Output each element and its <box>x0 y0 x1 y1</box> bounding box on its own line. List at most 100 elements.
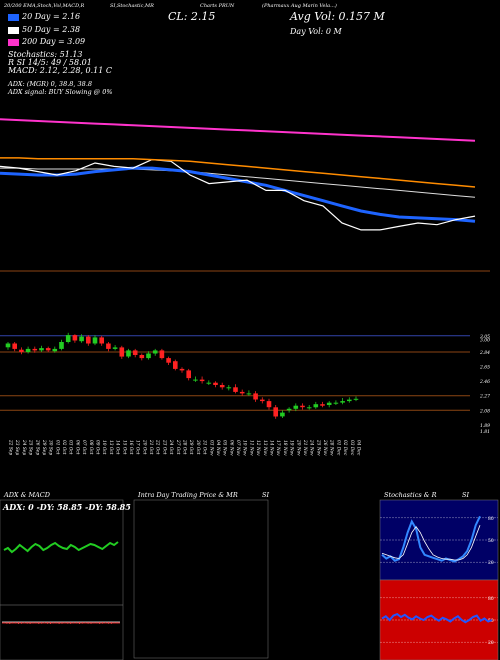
date-tick-label: 26 Sep <box>34 439 39 455</box>
price-tick-label: 2.08 <box>479 408 490 414</box>
adx-line <box>3 541 119 554</box>
legend-ema200: 200 Day = 3.09 <box>8 37 85 46</box>
candle-body <box>99 337 104 344</box>
date-tick-label: 02 Dec <box>342 440 347 456</box>
date-tick-label: 27 Oct <box>175 439 180 455</box>
date-tick-label: 24 Oct <box>168 439 173 455</box>
candle-body <box>39 348 44 351</box>
chart-symbol: Charts PRUN <box>200 3 235 9</box>
legend-ema50: 50 Day = 2.38 <box>8 25 80 34</box>
date-tick-label: 30 Oct <box>195 440 200 455</box>
candle-body <box>65 335 71 342</box>
date-tick-label: 21 Oct <box>148 439 153 455</box>
candle-body <box>79 336 84 342</box>
date-tick-label: 07 Nov <box>235 440 240 456</box>
candle-body <box>193 379 198 381</box>
candle-body <box>119 347 125 357</box>
price-tick-label: 2.65 <box>479 365 490 371</box>
date-tick-label: 22 Sep <box>8 439 13 455</box>
candle-body <box>12 343 17 349</box>
candle-body <box>152 350 158 354</box>
stoch-tick-label: 20 <box>488 560 494 566</box>
date-tick-label: 12 Nov <box>255 440 260 456</box>
date-tick-label: 09 Oct <box>95 440 100 455</box>
date-tick-label: 24 Nov <box>309 439 314 456</box>
date-tick-label: 17 Nov <box>275 440 280 456</box>
candle-body <box>326 402 332 405</box>
candle-body <box>320 404 325 406</box>
stoch-panel: 80 50 20 <box>380 516 498 566</box>
date-tick-label: 28 Oct <box>182 439 187 455</box>
candle-body <box>239 391 245 394</box>
date-tick-label: 05 Nov <box>222 440 227 456</box>
ema50-swatch <box>8 26 19 34</box>
date-tick-label: 30 Sep <box>48 440 53 455</box>
candle-body <box>59 342 64 349</box>
date-tick-label: 04 Dec <box>356 440 361 456</box>
candle-body <box>273 407 278 417</box>
candle-body <box>173 361 178 369</box>
candle-body <box>286 408 292 411</box>
date-tick-label: 14 Oct <box>115 440 120 455</box>
stochastics-text: Stochastics: 51.13 <box>8 50 83 59</box>
company-name: (Pharmaxx Aug Marin Vela...) <box>262 3 337 9</box>
candle-body <box>19 349 24 352</box>
price-tick-label: 2.46 <box>479 379 490 385</box>
candle-panel: 3.053.00 2.84 2.65 2.46 2.27 2.08 1.891.81 <box>0 332 490 435</box>
date-tick-label: 10 Nov <box>242 440 247 456</box>
adx-macd-title: ADX & MACD <box>4 491 50 499</box>
ema20-swatch <box>8 13 19 21</box>
candle-body <box>333 402 339 404</box>
candle-body <box>280 412 285 417</box>
candle-body <box>293 405 299 409</box>
rsi-line <box>381 612 493 624</box>
candle-body <box>213 382 218 385</box>
legend-ema50-label: 50 Day = 2.38 <box>22 25 81 34</box>
date-tick-label: 08 Oct <box>88 440 93 455</box>
ema-panel <box>0 118 476 231</box>
legend-ema200-label: 200 Day = 3.09 <box>22 37 86 46</box>
candle-body <box>186 370 191 379</box>
date-tick-label: 25 Nov <box>315 439 320 456</box>
stoch-line-pct-k <box>381 515 481 563</box>
date-tick-label: 29 Sep <box>41 439 46 455</box>
date-tick-label: 24 Sep <box>21 439 26 455</box>
candle-body <box>199 379 205 382</box>
price-tick-label: 3.00 <box>480 338 490 344</box>
price-tick-label: 2.27 <box>479 394 490 400</box>
date-tick-label: 06 Oct <box>74 440 79 455</box>
candle-body <box>139 355 145 359</box>
adx-values: ADX: 0 -DY: 58.85 -DY: 58.85 <box>3 502 131 512</box>
date-tick-label: 03 Oct <box>68 440 73 455</box>
date-tick-label: 21 Nov <box>302 439 307 456</box>
candle-body <box>266 401 272 408</box>
date-axis: 22 Sep 23 Sep 24 Sep 25 Sep 26 Sep 29 Sep 30 S… <box>8 439 361 456</box>
candle-body <box>112 347 118 349</box>
candle-body <box>340 401 345 403</box>
legend-ema20-label: 20 Day = 2.16 <box>22 12 81 21</box>
candle-body <box>159 350 165 359</box>
date-tick-label: 22 Oct <box>155 439 160 455</box>
date-tick-label: 01 Dec <box>335 440 340 456</box>
close-price: CL: 2.15 <box>168 10 216 23</box>
adx-panel <box>0 541 123 624</box>
rsi-tick-label: 20 <box>488 640 494 646</box>
date-tick-label: 18 Nov <box>282 440 287 456</box>
date-tick-label: 19 Nov <box>289 440 294 456</box>
candle-body <box>72 335 78 341</box>
day-volume: Day Vol: 0 M <box>290 27 342 36</box>
candle-body <box>206 382 212 384</box>
candle-body <box>32 348 38 351</box>
candle-body <box>300 405 305 408</box>
ema-line-200-day <box>0 118 476 142</box>
candle-body <box>313 404 319 408</box>
stoch-tick-label: 80 <box>488 516 494 522</box>
ema-line-orange <box>0 157 476 188</box>
candle-body <box>146 353 151 359</box>
date-tick-label: 25 Sep <box>28 439 33 455</box>
date-tick-label: 02 Oct <box>61 440 66 455</box>
date-tick-label: 13 Oct <box>108 440 113 455</box>
candle-body <box>219 385 225 388</box>
date-tick-label: 13 Nov <box>262 440 267 456</box>
